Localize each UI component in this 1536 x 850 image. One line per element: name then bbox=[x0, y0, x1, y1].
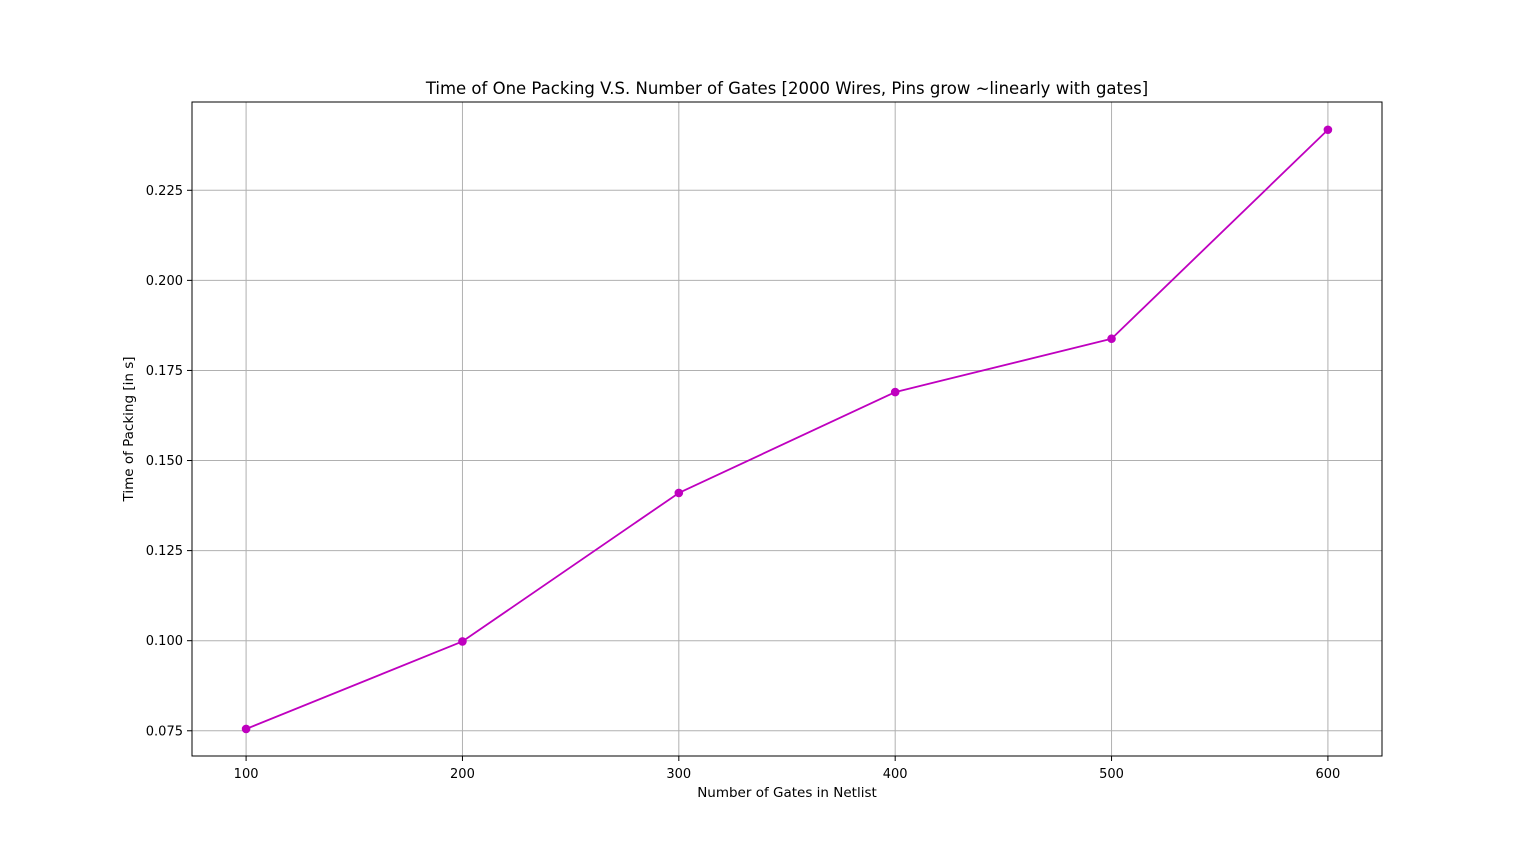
plot-frame bbox=[191, 101, 1383, 757]
grid bbox=[192, 102, 1382, 756]
data-point bbox=[241, 724, 251, 734]
data-point bbox=[674, 488, 684, 498]
chart-title: Time of One Packing V.S. Number of Gates… bbox=[425, 79, 1148, 98]
x-tick-label: 600 bbox=[1315, 767, 1340, 782]
y-tick-label: 0.150 bbox=[146, 454, 183, 469]
y-tick-label: 0.200 bbox=[146, 274, 183, 289]
x-tick-label: 400 bbox=[883, 767, 908, 782]
series-layer bbox=[241, 125, 1333, 734]
y-tick-label: 0.125 bbox=[146, 544, 183, 559]
data-point bbox=[458, 637, 467, 646]
x-tick-label: 300 bbox=[666, 767, 691, 782]
series-line bbox=[245, 129, 1329, 730]
x-tick-label: 100 bbox=[234, 767, 259, 782]
data-point bbox=[1323, 125, 1333, 135]
x-axis: 100 200 300 400 500 600 bbox=[234, 756, 1340, 782]
data-point bbox=[1107, 334, 1116, 344]
x-tick-label: 500 bbox=[1099, 767, 1124, 782]
data-point bbox=[890, 387, 900, 397]
x-tick-label: 200 bbox=[450, 767, 475, 782]
y-axis: 0.075 0.100 0.125 0.150 0.175 0.200 0.225 bbox=[146, 184, 192, 739]
y-tick-label: 0.225 bbox=[146, 184, 183, 199]
y-tick-label: 0.100 bbox=[146, 634, 183, 649]
y-tick-label: 0.075 bbox=[146, 724, 183, 739]
y-axis-label: Time of Packing [in s] bbox=[121, 356, 137, 502]
y-tick-label: 0.175 bbox=[146, 364, 183, 379]
x-axis-label: Number of Gates in Netlist bbox=[697, 785, 877, 801]
